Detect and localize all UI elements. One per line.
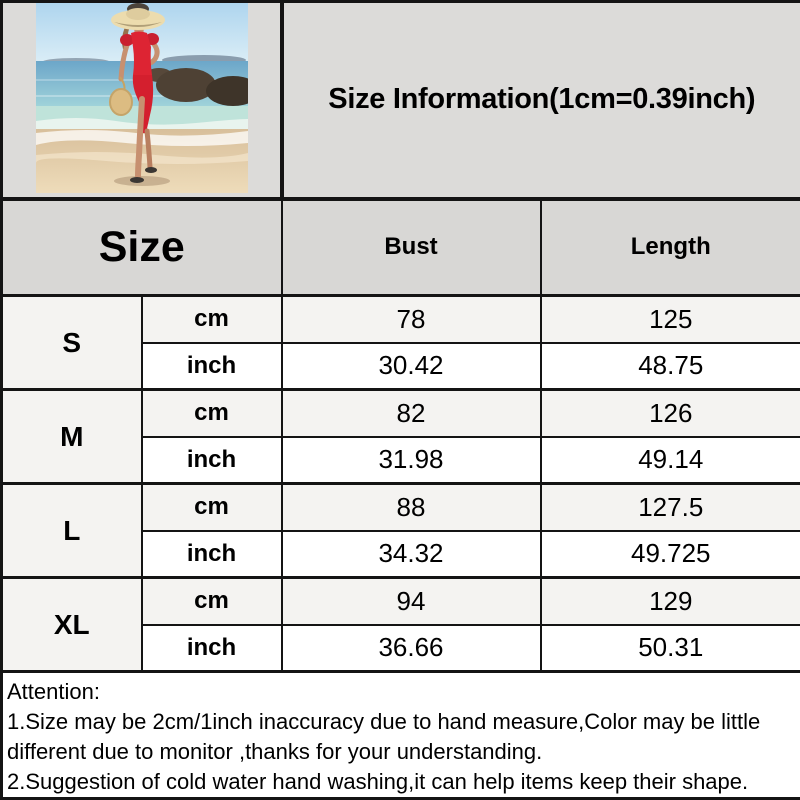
attention-line-3: 2.Suggestion of cold water hand washing,… (7, 769, 749, 794)
table-row: inch 31.98 49.14 (2, 435, 800, 485)
length-value: 125 (539, 294, 800, 344)
unit-cell-inch: inch (140, 341, 283, 391)
rocks (146, 68, 248, 106)
table-row: L cm 88 127.5 (0, 482, 800, 579)
unit-cell-cm: cm (140, 388, 283, 438)
front-leg (135, 96, 145, 180)
bust-value: 36.66 (280, 623, 542, 673)
length-value: 127.5 (539, 482, 800, 532)
bust-value: 82 (280, 388, 542, 438)
length-value: 49.725 (539, 529, 800, 579)
bust-value: 78 (280, 294, 542, 344)
left-arm (118, 42, 130, 82)
table-row: M cm 82 126 (0, 388, 800, 485)
table-row: S cm 78 125 (0, 294, 800, 391)
size-label-l: L (0, 482, 143, 579)
length-value: 48.75 (539, 341, 800, 391)
size-label-m: M (0, 388, 143, 485)
unit-cell-inch: inch (140, 435, 283, 485)
attention-note: Attention: 1.Size may be 2cm/1inch inacc… (0, 670, 800, 800)
bust-value: 34.32 (280, 529, 542, 579)
table-row: inch 30.42 48.75 (2, 341, 800, 391)
title-cell: Size Information(1cm=0.39inch) (280, 0, 800, 201)
back-leg (144, 128, 153, 170)
length-column-header: Length (539, 197, 800, 297)
unit-cell-inch: inch (140, 529, 283, 579)
length-value: 126 (539, 388, 800, 438)
bust-value: 94 (280, 576, 542, 626)
table-row: inch 34.32 49.725 (2, 529, 800, 579)
sun-hat (111, 3, 165, 30)
attention-line-1: 1.Size may be 2cm/1inch inaccuracy due t… (7, 709, 761, 734)
length-value: 129 (539, 576, 800, 626)
unit-cell-cm: cm (140, 482, 283, 532)
product-photo-cell (0, 0, 284, 201)
bust-value: 30.42 (280, 341, 542, 391)
front-sandal (130, 177, 144, 183)
unit-cell-cm: cm (140, 576, 283, 626)
product-photo (36, 3, 248, 193)
table-row: XL cm 94 129 (0, 576, 800, 673)
length-value: 49.14 (539, 435, 800, 485)
straw-bag (109, 76, 133, 116)
unit-cell-cm: cm (140, 294, 283, 344)
page-title: Size Information(1cm=0.39inch) (328, 83, 756, 116)
table-row: inch 36.66 50.31 (2, 623, 800, 673)
size-label-xl: XL (0, 576, 143, 673)
size-label-s: S (0, 294, 143, 391)
attention-line-2: different due to monitor ,thanks for you… (7, 739, 543, 764)
attention-heading: Attention: (7, 679, 100, 704)
bust-value: 88 (280, 482, 542, 532)
size-column-header: Size (0, 197, 283, 297)
back-sandal (145, 167, 157, 173)
bust-value: 31.98 (280, 435, 542, 485)
length-value: 50.31 (539, 623, 800, 673)
bust-column-header: Bust (280, 197, 542, 297)
unit-cell-inch: inch (140, 623, 283, 673)
model-figure (109, 3, 165, 183)
